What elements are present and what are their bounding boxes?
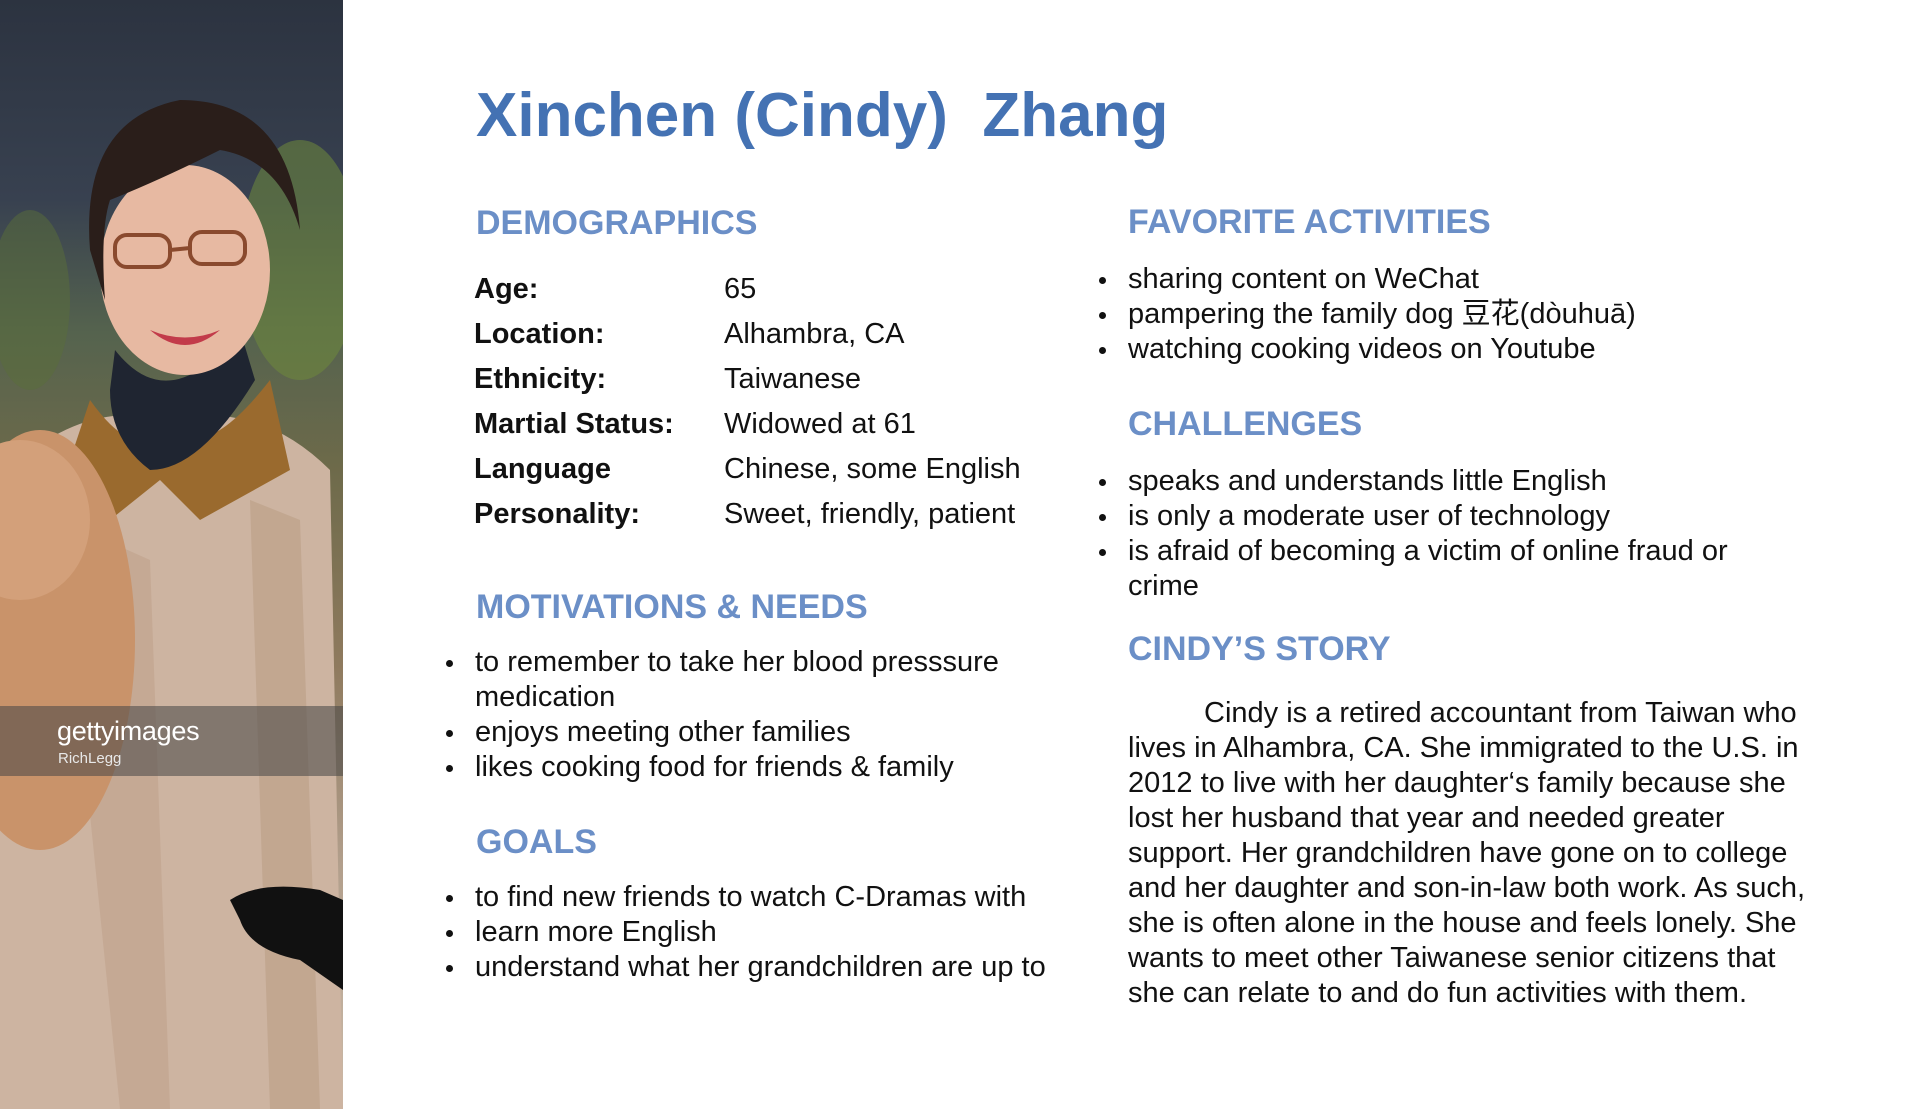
motivations-heading: MOTIVATIONS & NEEDS [476, 588, 868, 626]
demographics-value: Alhambra, CA [724, 318, 905, 350]
list-item: understand what her grandchildren are up… [446, 950, 1106, 985]
list-item: is afraid of becoming a victim of online… [1099, 534, 1779, 604]
demographics-row: Location: Alhambra, CA [474, 312, 1074, 357]
list-item: learn more English [446, 915, 1106, 950]
activities-heading: FAVORITE ACTIVITIES [1128, 203, 1491, 241]
portrait-illustration [0, 100, 343, 1109]
story-heading: CINDY’S STORY [1128, 630, 1391, 668]
list-item: is only a moderate user of technology [1099, 499, 1779, 534]
demographics-label: Language [474, 453, 611, 485]
demographics-label: Age: [474, 273, 539, 305]
demographics-value: Sweet, friendly, patient [724, 498, 1016, 530]
watermark-credit: RichLegg [58, 750, 122, 767]
list-item: pampering the family dog 豆花(dòuhuā) [1099, 297, 1799, 332]
story-text: Cindy is a retired accountant from Taiwa… [1128, 697, 1806, 1009]
demographics-label: Ethnicity: [474, 363, 607, 395]
demographics-heading: DEMOGRAPHICS [476, 204, 758, 242]
goals-list: to find new friends to watch C-Dramas wi… [446, 880, 1106, 985]
demographics-value: Widowed at 61 [724, 408, 916, 440]
demographics-row: Ethnicity: Taiwanese [474, 357, 1074, 402]
persona-photo: gettyimages RichLegg [0, 0, 343, 1109]
demographics-row: Personality: Sweet, friendly, patient [474, 492, 1074, 537]
demographics-row: Martial Status: Widowed at 61 [474, 402, 1074, 447]
challenges-list: speaks and understands little English is… [1099, 464, 1779, 604]
demographics-row: Age: 65 [474, 267, 1074, 312]
list-item: speaks and understands little English [1099, 464, 1779, 499]
persona-name: Xinchen (Cindy) Zhang [476, 81, 1169, 150]
demographics-value: 65 [724, 273, 757, 305]
list-item: to remember to take her blood presssure … [446, 645, 1086, 715]
goals-heading: GOALS [476, 823, 597, 861]
demographics-table: Age: 65 Location: Alhambra, CA Ethnicity… [474, 267, 1074, 537]
stock-photo-watermark: gettyimages RichLegg [0, 706, 343, 776]
motivations-list: to remember to take her blood presssure … [446, 645, 1086, 785]
list-item: watching cooking videos on Youtube [1099, 332, 1799, 367]
challenges-heading: CHALLENGES [1128, 405, 1363, 443]
demographics-label: Location: [474, 318, 605, 350]
demographics-row: Language Chinese, some English [474, 447, 1074, 492]
demographics-value: Taiwanese [724, 363, 862, 395]
demographics-label: Personality: [474, 498, 640, 530]
list-item: enjoys meeting other families [446, 715, 1086, 750]
demographics-value: Chinese, some English [724, 453, 1021, 485]
list-item: likes cooking food for friends & family [446, 750, 1086, 785]
list-item: sharing content on WeChat [1099, 262, 1799, 297]
list-item: to find new friends to watch C-Dramas wi… [446, 880, 1106, 915]
demographics-label: Martial Status: [474, 408, 674, 440]
activities-list: sharing content on WeChat pampering the … [1099, 262, 1799, 367]
watermark-brand: gettyimages [57, 716, 200, 746]
